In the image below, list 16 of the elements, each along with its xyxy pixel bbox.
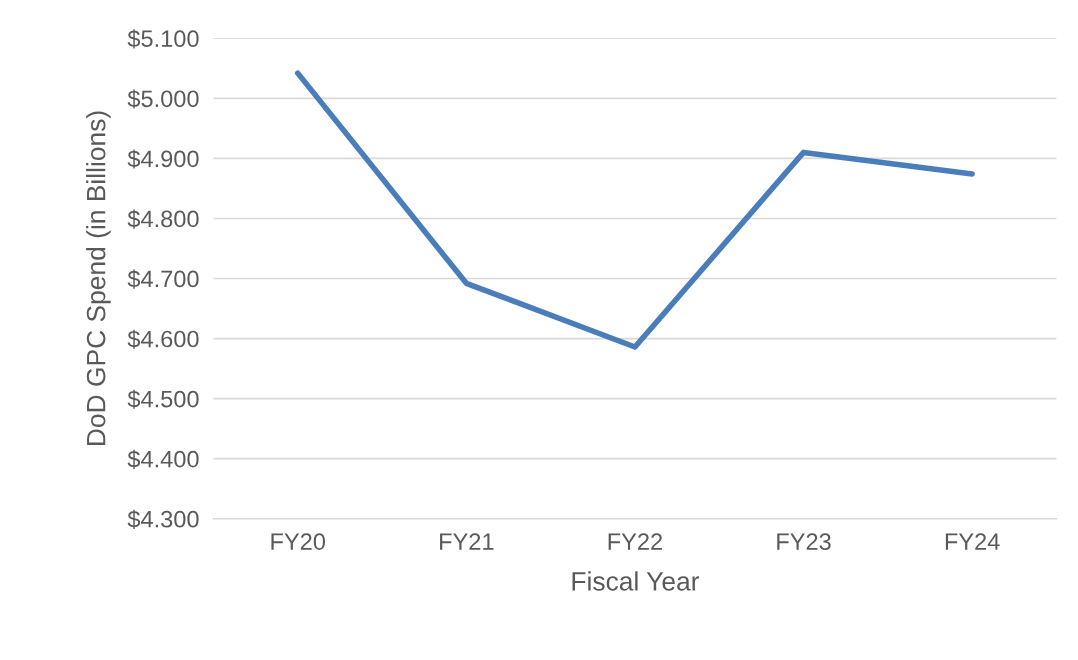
x-axis-title: Fiscal Year (572, 571, 700, 591)
y-tick-label: $4.800 (127, 209, 199, 229)
x-tick-label: FY24 (945, 533, 1000, 550)
y-tick-label: $4.600 (127, 329, 199, 349)
x-tick-label: FY21 (440, 533, 494, 550)
y-tick-label: $4.300 (127, 509, 199, 529)
x-tick-label: FY22 (608, 533, 662, 550)
x-tick-label: FY23 (777, 533, 831, 550)
y-tick-label: $5.000 (127, 89, 199, 109)
y-axis-title: DoD GPC Spend (in Billions) (86, 111, 111, 446)
y-tick-label: $4.900 (127, 149, 199, 169)
y-tick-label: $4.700 (127, 269, 199, 289)
y-tick-label: $5.100 (127, 29, 199, 49)
y-tick-label: $4.400 (127, 449, 199, 469)
x-tick-label: FY20 (271, 533, 326, 550)
y-tick-label: $4.500 (127, 389, 199, 409)
